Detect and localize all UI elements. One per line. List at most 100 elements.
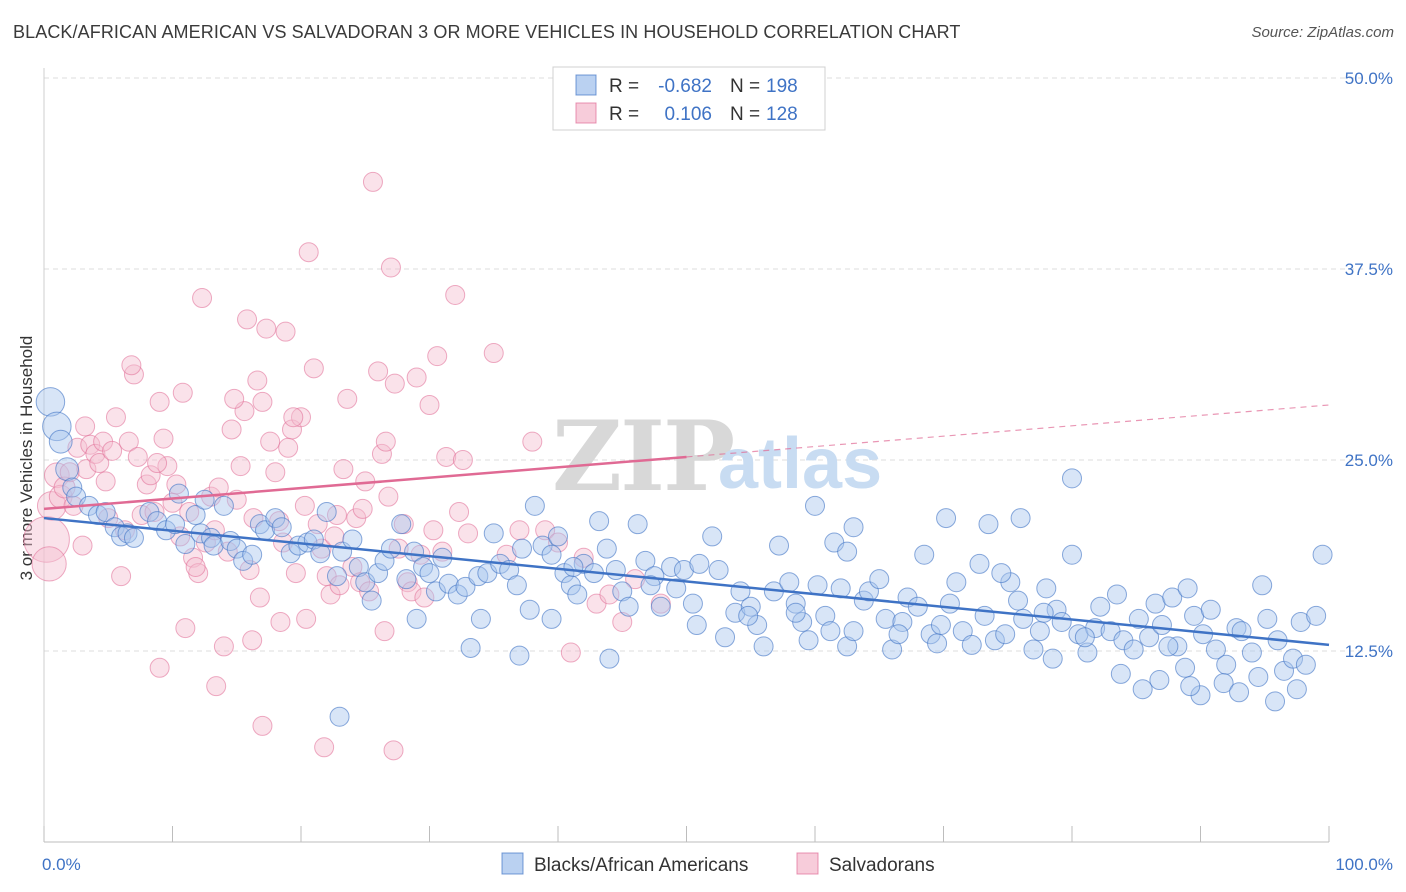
black-point (1149, 670, 1170, 691)
black-point (753, 636, 774, 657)
black-point (837, 636, 858, 657)
black-point (769, 535, 790, 556)
black-point (930, 615, 951, 636)
legend-label-black: Blacks/African Americans (534, 855, 748, 876)
black-point (506, 575, 527, 596)
y-tick-label: 12.5% (1345, 642, 1393, 661)
black-point (1306, 605, 1327, 626)
salvadoran-stats-swatch (575, 102, 597, 124)
black-point (785, 602, 806, 623)
salvadoran-point (208, 477, 229, 498)
black-point (1180, 676, 1201, 697)
black-point (470, 608, 491, 629)
black-point (391, 514, 412, 535)
salvadoran-point (102, 440, 123, 461)
black-r-value: -0.682 (658, 76, 712, 97)
black-point (1283, 648, 1304, 669)
salvadoran-point (352, 498, 373, 519)
salvadoran-point (285, 563, 306, 584)
black-point (1248, 666, 1269, 687)
black-point (635, 550, 656, 571)
black-point (969, 553, 990, 574)
y-tick-label: 25.0% (1345, 451, 1393, 470)
black-point (650, 596, 671, 617)
black-point (380, 538, 401, 559)
black-point (541, 544, 562, 565)
black-point (820, 621, 841, 642)
black-point (1090, 596, 1111, 617)
black-point (361, 590, 382, 611)
black-point (310, 543, 331, 564)
salvadoran-point (333, 459, 354, 480)
x-tick-label: 0.0% (42, 855, 81, 874)
black-point (1062, 468, 1082, 489)
black-point (1216, 654, 1237, 675)
salvadoran-point (548, 532, 568, 553)
salvadoran-point (371, 443, 392, 464)
black-point (605, 560, 626, 581)
salvadoran-point (368, 361, 389, 382)
black-point (1312, 544, 1333, 565)
salvadoran-point (252, 715, 273, 736)
black-point (1241, 642, 1262, 663)
black-point (329, 706, 350, 727)
salvadoran-point (221, 419, 242, 440)
salvadoran-point (67, 437, 88, 458)
black-point (280, 543, 301, 564)
salvadoran-point (458, 523, 479, 544)
black-point (185, 505, 206, 526)
black-point (175, 534, 196, 555)
black-point (946, 572, 967, 593)
black-point (1036, 578, 1057, 599)
black-point (271, 517, 292, 538)
salvadoran-point (121, 355, 142, 376)
salvadoran-point (140, 465, 161, 486)
salvadoran-point (535, 520, 556, 541)
black-points (35, 387, 1333, 727)
salvadoran-point (291, 407, 311, 428)
salvadoran-point (206, 676, 227, 697)
black-point (1062, 544, 1082, 565)
black-trend-line (43, 516, 1330, 647)
black-point (627, 514, 648, 535)
salvadoran-point (149, 391, 170, 412)
black-point (55, 457, 80, 482)
black-point (961, 634, 982, 655)
black-point (888, 624, 909, 645)
black-point (843, 517, 864, 538)
salvadoran-point (314, 737, 335, 758)
black-point (1290, 611, 1311, 632)
black-point (396, 569, 417, 590)
black-point (213, 495, 234, 516)
black-point (460, 637, 481, 658)
black-point (1051, 611, 1072, 632)
black-point (425, 581, 446, 602)
black-point (1074, 627, 1095, 648)
black-point (342, 529, 363, 550)
black-point (1226, 618, 1247, 639)
black-point (702, 526, 723, 547)
salvadoran-point (612, 611, 633, 632)
black-point (35, 387, 66, 417)
salvadoran-point (483, 343, 504, 364)
black-n-label: N = (730, 76, 760, 97)
salvadoran-point (230, 456, 251, 477)
black-point (875, 608, 896, 629)
black-point (519, 599, 540, 620)
legend-label-salvadoran: Salvadorans (829, 855, 935, 876)
black-point (640, 575, 661, 596)
black-point (1162, 587, 1183, 608)
black-point (843, 621, 864, 642)
black-point (1177, 578, 1198, 599)
black-point (914, 544, 935, 565)
salvadoran-point (401, 581, 422, 602)
salvadoran-point (237, 309, 258, 330)
black-point (927, 633, 948, 654)
salvadoran-point (149, 657, 170, 678)
black-point (1023, 639, 1044, 660)
salvadoran-point (625, 569, 646, 590)
black-point (1077, 642, 1098, 663)
black-point (1184, 605, 1205, 626)
salvadoran-point (419, 394, 440, 415)
